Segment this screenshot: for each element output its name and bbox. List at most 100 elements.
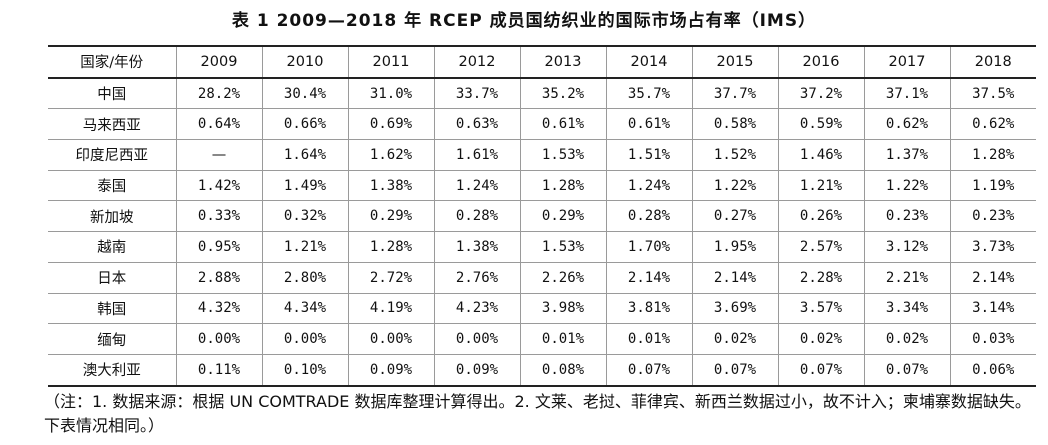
country-cell: 韩国	[48, 292, 177, 325]
table-title: 表 1 2009—2018 年 RCEP 成员国纺织业的国际市场占有率（IMS）	[231, 11, 817, 31]
value-cell: 0.11%	[175, 353, 263, 387]
value-cell: 35.2%	[519, 77, 607, 110]
value-cell: 1.64%	[261, 139, 349, 171]
value-cell: —	[175, 139, 263, 171]
value-cell: 1.24%	[605, 169, 693, 202]
value-cell: 1.53%	[519, 139, 607, 171]
value-cell: 0.03%	[949, 323, 1036, 355]
value-cell: 2.28%	[777, 261, 865, 294]
header-year: 2009	[175, 45, 263, 79]
value-cell: 0.23%	[863, 200, 951, 233]
value-cell: 0.07%	[863, 353, 951, 387]
value-cell: 2.76%	[433, 261, 521, 294]
value-cell: 0.28%	[605, 200, 693, 233]
value-cell: 1.22%	[863, 169, 951, 202]
value-cell: 0.01%	[605, 323, 693, 355]
value-cell: 0.63%	[433, 108, 521, 141]
value-cell: 0.02%	[691, 323, 779, 355]
value-cell: 1.52%	[691, 139, 779, 171]
header-year: 2016	[777, 45, 865, 79]
value-cell: 1.38%	[433, 231, 521, 263]
value-cell: 2.14%	[605, 261, 693, 294]
ims-table: 国家/年份 2009 2010 2011 2012 2013 2014 2015 2016 201…	[48, 45, 1036, 387]
value-cell: 1.19%	[949, 169, 1036, 202]
value-cell: 31.0%	[347, 77, 435, 110]
country-cell: 泰国	[48, 169, 177, 202]
table-row: 印度尼西亚 —1.64% 1.62% 1.61% 1.53% 1.51% 1.52% 1.46…	[48, 139, 1036, 171]
value-cell: 0.69%	[347, 108, 435, 141]
value-cell: 0.62%	[949, 108, 1036, 141]
country-cell: 越南	[48, 231, 177, 263]
value-cell: 0.02%	[777, 323, 865, 355]
table-row: 越南 0.95% 1.21% 1.28% 1.38% 1.53% 1.70% 1.95% 2.5…	[48, 231, 1036, 263]
value-cell: 2.21%	[863, 261, 951, 294]
header-year: 2012	[433, 45, 521, 79]
value-cell: 0.29%	[519, 200, 607, 233]
value-cell: 37.7%	[691, 77, 779, 110]
value-cell: 0.00%	[433, 323, 521, 355]
value-cell: 0.26%	[777, 200, 865, 233]
value-cell: 1.49%	[261, 169, 349, 202]
value-cell: 0.62%	[863, 108, 951, 141]
value-cell: 0.58%	[691, 108, 779, 141]
value-cell: 0.07%	[605, 353, 693, 387]
value-cell: 3.12%	[863, 231, 951, 263]
value-cell: 3.57%	[777, 292, 865, 325]
value-cell: 0.07%	[691, 353, 779, 387]
value-cell: 30.4%	[261, 77, 349, 110]
value-cell: 1.22%	[691, 169, 779, 202]
value-cell: 1.70%	[605, 231, 693, 263]
value-cell: 0.64%	[175, 108, 263, 141]
value-cell: 2.57%	[777, 231, 865, 263]
value-cell: 4.34%	[261, 292, 349, 325]
value-cell: 0.27%	[691, 200, 779, 233]
country-cell: 缅甸	[48, 323, 177, 355]
value-cell: 0.07%	[777, 353, 865, 387]
table-row: 马来西亚 0.64% 0.66% 0.69% 0.63% 0.61% 0.61% 0.58% 0…	[48, 108, 1036, 141]
value-cell: 0.23%	[949, 200, 1036, 233]
value-cell: 0.02%	[863, 323, 951, 355]
value-cell: 2.80%	[261, 261, 349, 294]
value-cell: 1.21%	[261, 231, 349, 263]
header-country-year: 国家/年份	[48, 45, 177, 79]
value-cell: 0.06%	[949, 353, 1036, 387]
header-year: 2017	[863, 45, 951, 79]
table-note: （注：1. 数据来源：根据 UN COMTRADE 数据库整理计算得出。2. 文…	[44, 392, 1031, 435]
table-body: 中国 28.2% 30.4% 31.0% 33.7% 35.2% 35.7% 37.7% 37.…	[48, 77, 1036, 387]
value-cell: 0.09%	[347, 353, 435, 387]
value-cell: 0.59%	[777, 108, 865, 141]
value-cell: 1.51%	[605, 139, 693, 171]
value-cell: 0.00%	[175, 323, 263, 355]
country-cell: 日本	[48, 261, 177, 294]
value-cell: 35.7%	[605, 77, 693, 110]
value-cell: 1.62%	[347, 139, 435, 171]
value-cell: 3.34%	[863, 292, 951, 325]
value-cell: 0.61%	[519, 108, 607, 141]
header-year: 2011	[347, 45, 435, 79]
header-year: 2014	[605, 45, 693, 79]
value-cell: 2.26%	[519, 261, 607, 294]
value-cell: 1.24%	[433, 169, 521, 202]
country-cell: 新加坡	[48, 200, 177, 233]
value-cell: 1.28%	[347, 231, 435, 263]
value-cell: 0.95%	[175, 231, 263, 263]
value-cell: 3.73%	[949, 231, 1036, 263]
value-cell: 0.01%	[519, 323, 607, 355]
table-header-row: 国家/年份 2009 2010 2011 2012 2013 2014 2015 2016 201…	[48, 45, 1036, 79]
value-cell: 4.19%	[347, 292, 435, 325]
value-cell: 0.10%	[261, 353, 349, 387]
value-cell: 1.28%	[949, 139, 1036, 171]
value-cell: 37.5%	[949, 77, 1036, 110]
value-cell: 0.66%	[261, 108, 349, 141]
value-cell: 2.88%	[175, 261, 263, 294]
value-cell: 3.14%	[949, 292, 1036, 325]
value-cell: 1.21%	[777, 169, 865, 202]
value-cell: 1.37%	[863, 139, 951, 171]
value-cell: 0.29%	[347, 200, 435, 233]
value-cell: 0.28%	[433, 200, 521, 233]
table-row: 泰国 1.42% 1.49% 1.38% 1.24% 1.28% 1.24% 1.22% 1.2…	[48, 169, 1036, 202]
value-cell: 37.2%	[777, 77, 865, 110]
country-cell: 马来西亚	[48, 108, 177, 141]
value-cell: 33.7%	[433, 77, 521, 110]
value-cell: 0.61%	[605, 108, 693, 141]
